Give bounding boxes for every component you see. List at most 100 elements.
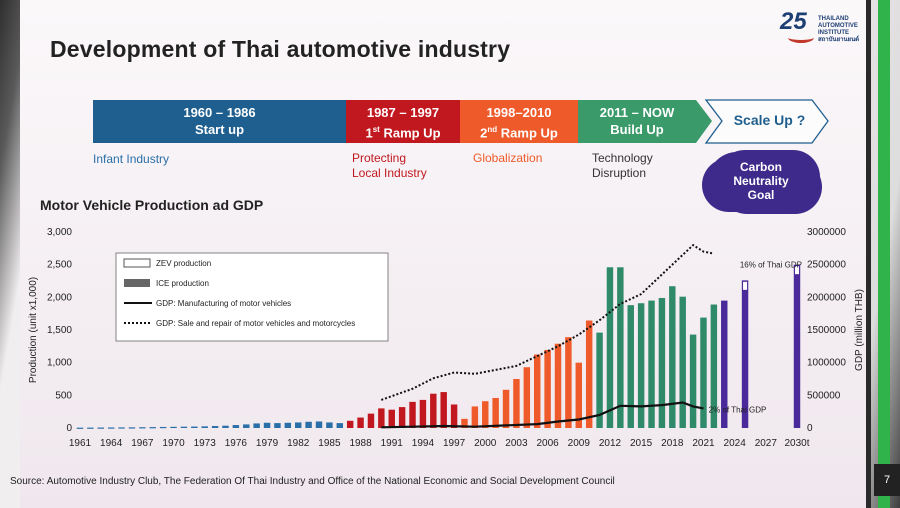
- green-accent-bar: [878, 0, 890, 508]
- ice-bar: [232, 425, 240, 428]
- annotation-2pct: 2% of Thai GDP: [709, 406, 767, 415]
- ice-bar: [513, 379, 520, 428]
- ice-bar: [346, 420, 354, 428]
- x-tick-label: 1970: [162, 438, 185, 449]
- timeline-second-ramp-up: 1998–2010 2nd Ramp Up: [460, 100, 578, 143]
- ice-bar: [533, 354, 541, 428]
- era-protecting-local-industry: Protecting Local Industry: [352, 151, 427, 180]
- ice-bar: [284, 422, 292, 428]
- ice-bar: [575, 362, 583, 428]
- ice-bar: [523, 367, 531, 428]
- ice-bar: [658, 297, 666, 428]
- ice-bar: [627, 305, 634, 428]
- ice-bar: [107, 427, 115, 429]
- y-tick-label: 2,500: [47, 260, 72, 271]
- ice-bar: [585, 320, 593, 428]
- x-tick-label: 2003: [505, 438, 528, 449]
- ice-bar: [440, 392, 447, 428]
- legend-box: [115, 252, 389, 342]
- ice-bar: [191, 426, 198, 428]
- legend-entry: GDP: Manufacturing of motor vehicles: [156, 299, 291, 308]
- ice-bar: [118, 427, 125, 429]
- x-tick-label: 1979: [256, 438, 279, 449]
- production-gdp-chart: 0 500 1,000 1,500 2,000 2,500 3,000 0 500000 1000…: [28, 227, 865, 449]
- ice-bar: [492, 397, 499, 428]
- x-tick-label: 2030t: [784, 438, 809, 449]
- y2-tick-label: 1000000: [807, 358, 846, 369]
- ice-bar: [710, 304, 718, 428]
- ice-bar: [721, 300, 728, 428]
- ice-bar: [502, 389, 510, 428]
- timeline-build-up: 2011 – NOW Build Up: [578, 100, 696, 143]
- ice-bar: [565, 337, 572, 428]
- ice-bar: [409, 401, 416, 428]
- x-tick-label: 1976: [225, 438, 248, 449]
- x-tick-label: 2021: [692, 438, 715, 449]
- zev-bar-cap: [794, 266, 800, 275]
- ice-bar: [637, 303, 645, 428]
- ice-bar: [305, 421, 312, 428]
- x-tick-label: 2018: [661, 438, 684, 449]
- ice-bar: [544, 349, 551, 428]
- x-tick-label: 1991: [381, 438, 404, 449]
- ice-bar: [274, 423, 281, 428]
- ice-bar: [648, 300, 655, 428]
- ice-bar: [419, 399, 427, 428]
- y2-axis-label: GDP (million THB): [854, 289, 865, 371]
- x-tick-label: 2009: [568, 438, 591, 449]
- x-tick-label: 1988: [349, 438, 372, 449]
- legend-entry: ZEV production: [156, 259, 211, 268]
- carbon-neutrality-goal-cloud: Carbon Neutrality Goal: [708, 152, 814, 210]
- ice-bar: [243, 424, 250, 428]
- ice-bar: [461, 418, 468, 428]
- x-tick-label: 1982: [287, 438, 310, 449]
- ice-bar: [336, 423, 344, 428]
- y2-tick-label: 2500000: [807, 260, 846, 271]
- era-infant-industry: Infant Industry: [93, 152, 170, 166]
- ice-bar: [315, 421, 323, 428]
- y-tick-label: 1,000: [47, 358, 72, 369]
- timeline-startup: 1960 – 1986 Start up: [93, 100, 346, 143]
- ice-bar: [87, 427, 94, 429]
- ice-bar: [700, 317, 707, 428]
- zev-bar-cap: [743, 281, 748, 290]
- y-tick-label: 2,000: [47, 292, 72, 303]
- chart-title: Motor Vehicle Production ad GDP: [40, 197, 264, 213]
- x-tick-label: 2027: [755, 438, 778, 449]
- legend-entry: ICE production: [156, 279, 209, 288]
- ice-bar: [596, 332, 603, 428]
- x-tick-label: 1997: [443, 438, 466, 449]
- ice-bar: [139, 427, 146, 429]
- tai-logo: 25 THAILAND AUTOMOTIVE INSTITUTE สถาบันย…: [780, 8, 865, 46]
- gdp-sale-repair-line: [380, 243, 715, 401]
- legend-ice-swatch: [124, 279, 150, 287]
- zev-bar: [793, 264, 801, 428]
- ice-bar: [97, 427, 105, 429]
- y2-tick-label: 3000000: [807, 227, 846, 238]
- x-tick-label: 1967: [131, 438, 154, 449]
- ice-bar: [554, 343, 562, 428]
- y2-tick-label: 500000: [807, 390, 841, 401]
- logo-text: THAILAND AUTOMOTIVE INSTITUTE สถาบันยานย…: [818, 16, 860, 43]
- ice-bar: [180, 426, 188, 428]
- timeline-scale-up-label: Scale Up ?: [733, 112, 806, 128]
- x-tick-label: 1973: [194, 438, 217, 449]
- ice-bar: [669, 286, 676, 428]
- ice-bar: [294, 422, 302, 428]
- ice-bar: [378, 408, 385, 428]
- ice-bar: [76, 427, 84, 429]
- gdp-manufacturing-line: [381, 401, 704, 429]
- legend-entry: GDP: Sale and repair of motor vehicles a…: [156, 319, 355, 328]
- ice-bar: [222, 425, 229, 428]
- source-note: Source: Automotive Industry Club, The Fe…: [10, 476, 615, 487]
- annotation-16pct: 16% of Thai GDP: [740, 261, 802, 270]
- timeline-scale-up-arrow: [692, 99, 829, 144]
- ice-bar: [326, 422, 333, 428]
- ice-bar: [263, 422, 271, 428]
- ice-bar: [149, 427, 156, 429]
- logo-number: 25: [780, 8, 807, 35]
- y-tick-label: 1,500: [47, 325, 72, 336]
- y2-tick-label: 0: [807, 423, 813, 434]
- y2-tick-label: 1500000: [807, 325, 846, 336]
